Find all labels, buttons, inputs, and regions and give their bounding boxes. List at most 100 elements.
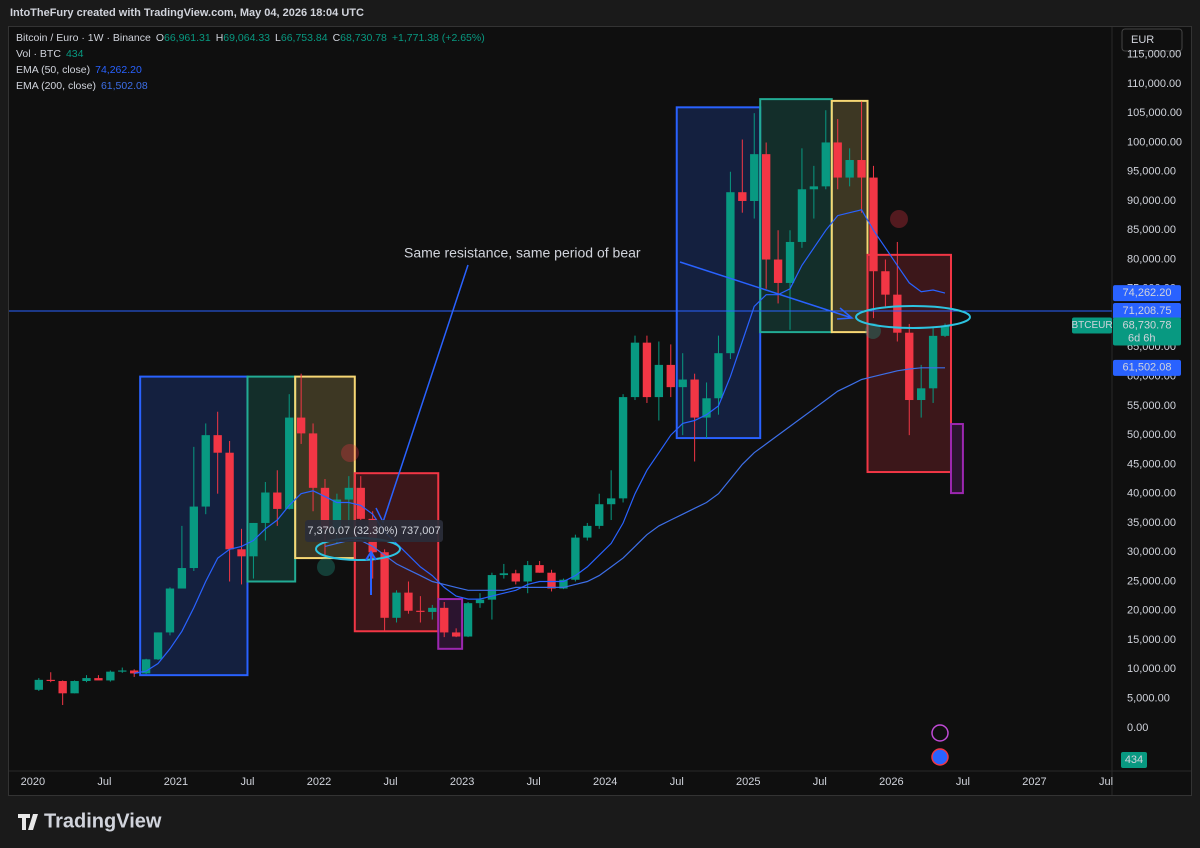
candle-body	[785, 241, 795, 283]
y-tick-label: 105,000.00	[1127, 107, 1182, 119]
candle-body	[46, 679, 55, 682]
candle-body	[130, 670, 139, 674]
candle-body	[893, 294, 902, 333]
candle-body	[285, 417, 294, 509]
y-tick-label: 80,000.00	[1127, 253, 1176, 265]
x-tick-label: Jul	[384, 776, 398, 788]
legend-name: EMA (200, close)	[16, 80, 96, 92]
x-tick-label: 2022	[307, 776, 331, 788]
candle-body	[416, 610, 425, 612]
currency[interactable]: EUR	[1131, 34, 1154, 46]
candle-body	[153, 632, 163, 660]
x-tick-label: Jul	[670, 776, 684, 788]
candle-body	[559, 579, 568, 589]
arrow	[679, 261, 854, 320]
y-tick-label: 25,000.00	[1127, 575, 1176, 587]
candle-body	[213, 435, 222, 453]
candle-body	[237, 549, 246, 557]
candle-body	[475, 599, 485, 604]
measure-tooltip	[305, 520, 443, 542]
price-tag-label: 61,502.08	[1123, 362, 1172, 374]
last-price-tag	[1113, 317, 1181, 346]
volume-name: Vol · BTC	[16, 48, 61, 60]
currency-box[interactable]	[1121, 28, 1183, 52]
candle-body	[654, 364, 664, 398]
x-tick-label: Jul	[813, 776, 827, 788]
candle-body	[58, 681, 67, 694]
legend-value: 61,502.08	[101, 80, 148, 92]
ohlc-key: C	[333, 32, 341, 44]
candle-body	[380, 552, 389, 618]
plot-area	[9, 98, 1112, 706]
price-tag-label: 74,262.20	[1123, 287, 1172, 299]
candle-body	[905, 332, 914, 401]
candle-body	[618, 397, 628, 499]
candle-body	[225, 452, 234, 550]
measure-label: 7,370.07 (32.30%) 737,007	[307, 525, 440, 537]
marker	[341, 444, 359, 462]
ohlc-value: 69,064.33	[223, 32, 270, 44]
candle-body	[571, 537, 580, 580]
candle-body	[750, 154, 759, 201]
candle-body	[296, 417, 306, 434]
candle-body	[630, 342, 640, 398]
change: +1,771.38 (+2.65%)	[392, 32, 485, 44]
x-tick-label: Jul	[956, 776, 970, 788]
x-tick-label: 2025	[736, 776, 760, 788]
y-tick-label: 110,000.00	[1127, 78, 1181, 90]
range-box	[949, 423, 964, 495]
candle-body	[642, 342, 652, 398]
ohlc-key: O	[156, 32, 164, 44]
candle-body	[940, 325, 950, 336]
price-tag	[1113, 285, 1181, 302]
candle-body	[535, 565, 544, 573]
candle-body	[261, 492, 270, 523]
legend-value: 74,262.20	[95, 64, 142, 76]
candle-body	[118, 670, 127, 672]
candle-body	[511, 573, 520, 582]
ohlc-value: 66,961.31	[164, 32, 211, 44]
candle-body	[392, 592, 401, 618]
candle-body	[165, 588, 175, 633]
symbol-tag	[1072, 317, 1112, 334]
candle-body	[845, 160, 854, 178]
x-tick-label: 2027	[1022, 776, 1046, 788]
y-tick-label: 50,000.00	[1127, 429, 1176, 441]
candle-body	[106, 671, 115, 681]
y-tick-label: 85,000.00	[1127, 224, 1176, 236]
candle-body	[82, 678, 91, 682]
icon	[931, 748, 949, 766]
price-tag	[1113, 359, 1181, 376]
candle-body	[928, 335, 938, 389]
price-tag	[1113, 302, 1181, 319]
candle-body	[451, 632, 461, 637]
y-tick-label: 15,000.00	[1127, 634, 1176, 646]
y-tick-label: 95,000.00	[1127, 166, 1176, 178]
candle-body	[70, 681, 79, 694]
y-tick-label: 90,000.00	[1127, 195, 1176, 207]
candle-body	[606, 498, 616, 505]
y-tick-label: 10,000.00	[1127, 663, 1176, 675]
x-tick-label: 2023	[450, 776, 474, 788]
marker	[890, 210, 908, 228]
icon	[931, 724, 949, 742]
ohlc-value: 68,730.78	[340, 32, 387, 44]
candle-body	[917, 388, 926, 401]
candle-body	[773, 259, 783, 283]
candle-body	[463, 603, 473, 637]
candle-body	[189, 506, 198, 569]
legend: Bitcoin / Euro · 1W · Binance O66,961.31 H…	[16, 32, 485, 92]
symbol: Bitcoin / Euro · 1W · Binance	[16, 32, 151, 44]
x-tick-label: Jul	[527, 776, 541, 788]
ohlc-key: H	[216, 32, 224, 44]
ohlc-key: L	[275, 32, 281, 44]
y-tick-label: 40,000.00	[1127, 488, 1176, 500]
volume-value: 434	[66, 48, 84, 60]
candle-body	[34, 679, 43, 690]
brand: TradingView	[44, 810, 162, 832]
symbol-line: Bitcoin / Euro · 1W · Binance O66,961.31 H…	[16, 32, 485, 44]
x-tick-label: Jul	[240, 776, 254, 788]
marker	[317, 558, 335, 576]
y-tick-label: 20,000.00	[1127, 605, 1176, 617]
candle-body	[201, 435, 210, 507]
